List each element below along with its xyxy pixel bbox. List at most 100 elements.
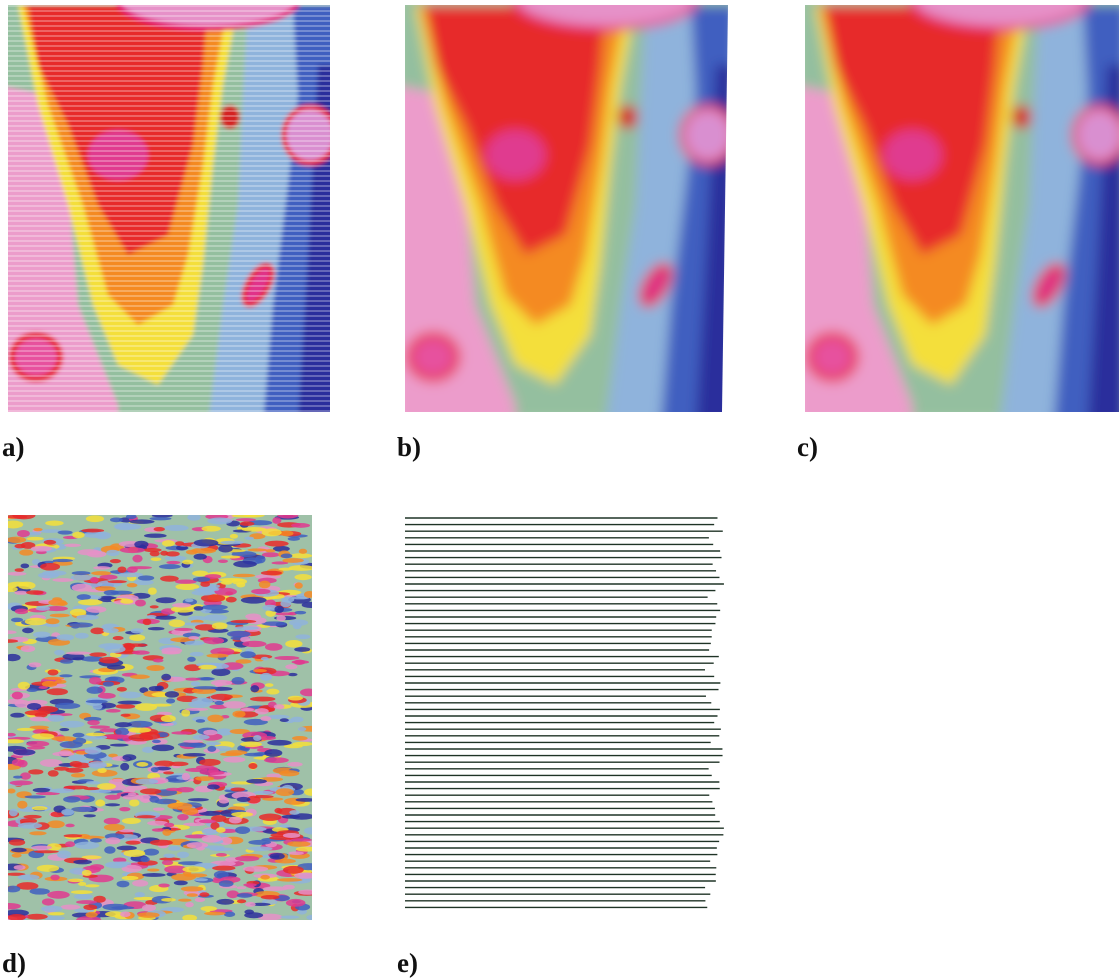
noise-blob: [198, 665, 216, 670]
noise-blob: [267, 740, 291, 746]
noise-blob: [264, 757, 289, 763]
page: a) b) c) d) e) (() => { const data = JSO…: [0, 0, 1119, 978]
noise-blob: [185, 902, 194, 907]
noise-blob: [129, 519, 154, 523]
noise-blob: [280, 916, 299, 919]
noise-blob: [260, 875, 270, 880]
noise-blob: [146, 615, 156, 618]
noise-blob: [88, 761, 106, 769]
noise-blob: [59, 728, 69, 731]
noise-blob: [71, 574, 93, 580]
noise-blob: [17, 760, 27, 767]
noise-blob: [219, 798, 230, 804]
noise-blob: [292, 660, 310, 664]
noise-blob: [255, 555, 266, 563]
noise-blob: [185, 599, 194, 603]
noise-blob: [250, 685, 259, 692]
noise-blob: [193, 686, 218, 689]
noise-blob: [87, 720, 100, 725]
noise-blob: [75, 842, 100, 849]
noise-blob: [6, 733, 16, 737]
noise-blob: [153, 659, 164, 663]
noise-blob: [235, 856, 259, 861]
noise-blob: [289, 565, 315, 571]
noise-blob: [240, 651, 256, 658]
noise-blob: [15, 608, 28, 614]
panel-label: a): [2, 432, 25, 462]
noise-blob: [70, 761, 83, 767]
noise-blob: [10, 780, 33, 785]
noise-blob: [220, 753, 242, 757]
noise-blob: [240, 741, 262, 747]
noise-blob: [26, 914, 48, 920]
noise-blob: [147, 868, 159, 871]
noise-blob: [299, 549, 307, 554]
noise-blob: [58, 530, 73, 534]
noise-blob: [8, 914, 26, 921]
noise-blob: [219, 833, 227, 837]
noise-blob: [55, 703, 81, 709]
noise-blob: [253, 669, 267, 672]
noise-blob: [201, 677, 213, 681]
noise-blob: [163, 771, 174, 774]
noise-blob: [98, 693, 116, 699]
noise-blob: [230, 620, 256, 623]
noise-blob: [162, 860, 173, 865]
map-spot: [1012, 105, 1032, 129]
noise-blob: [83, 814, 95, 817]
noise-blob: [138, 575, 154, 580]
noise-blob: [90, 577, 99, 583]
noise-blob: [287, 841, 310, 847]
noise-blob: [73, 860, 92, 865]
noise-blob: [48, 669, 59, 675]
noise-blob: [53, 559, 73, 562]
noise-blob: [247, 548, 267, 551]
noise-blob: [60, 741, 83, 748]
noise-blob: [188, 636, 199, 640]
noise-blob: [136, 762, 148, 767]
noise-blob: [288, 696, 303, 701]
noise-blob: [171, 731, 192, 734]
noise-blob: [183, 753, 206, 757]
noise-blob: [56, 634, 74, 641]
noise-blob: [295, 798, 315, 802]
noise-blob: [151, 767, 159, 772]
noise-blob: [191, 548, 216, 554]
noise-blob: [218, 545, 233, 553]
noise-blob: [279, 770, 299, 776]
noise-blob: [202, 605, 228, 610]
noise-blob: [150, 840, 173, 846]
noise-blob: [171, 874, 196, 881]
noise-blob: [71, 890, 93, 894]
noise-blob: [61, 809, 74, 816]
noise-blob: [166, 788, 182, 791]
noise-blob: [45, 520, 63, 525]
panel-e: [405, 518, 724, 907]
noise-blob: [154, 527, 165, 531]
noise-blob: [50, 614, 70, 618]
noise-blob: [298, 889, 317, 894]
noise-blob: [74, 894, 93, 900]
noise-blob: [227, 631, 251, 638]
noise-blob: [31, 546, 52, 552]
noise-blob: [71, 773, 85, 777]
noise-blob: [128, 734, 153, 741]
noise-blob: [48, 912, 65, 915]
noise-blob: [175, 541, 184, 546]
noise-blob: [41, 906, 63, 912]
noise-blob: [166, 561, 180, 564]
noise-blob: [18, 822, 42, 828]
noise-blob: [90, 838, 102, 842]
panel-b: [395, 0, 738, 425]
noise-blob: [232, 514, 257, 517]
noise-blob: [178, 899, 192, 902]
noise-blob: [1, 630, 17, 634]
noise-blob: [138, 912, 160, 918]
noise-blob: [26, 590, 43, 594]
noise-blob: [165, 556, 187, 561]
noise-blob: [3, 521, 23, 529]
noise-blob: [289, 619, 308, 625]
noise-blob: [129, 634, 145, 641]
map-layer: [395, 0, 738, 425]
noise-blob: [181, 886, 204, 891]
